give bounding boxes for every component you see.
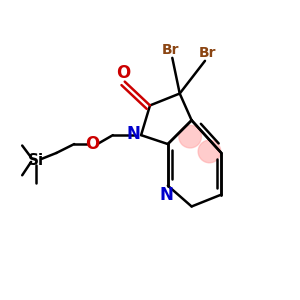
Text: Br: Br bbox=[162, 43, 180, 56]
Text: Br: Br bbox=[199, 46, 217, 59]
Text: Si: Si bbox=[28, 153, 43, 168]
Text: O: O bbox=[85, 135, 99, 153]
Text: N: N bbox=[127, 125, 141, 143]
Circle shape bbox=[179, 125, 201, 148]
Text: N: N bbox=[159, 186, 173, 204]
Circle shape bbox=[198, 140, 221, 163]
Text: O: O bbox=[116, 64, 130, 82]
